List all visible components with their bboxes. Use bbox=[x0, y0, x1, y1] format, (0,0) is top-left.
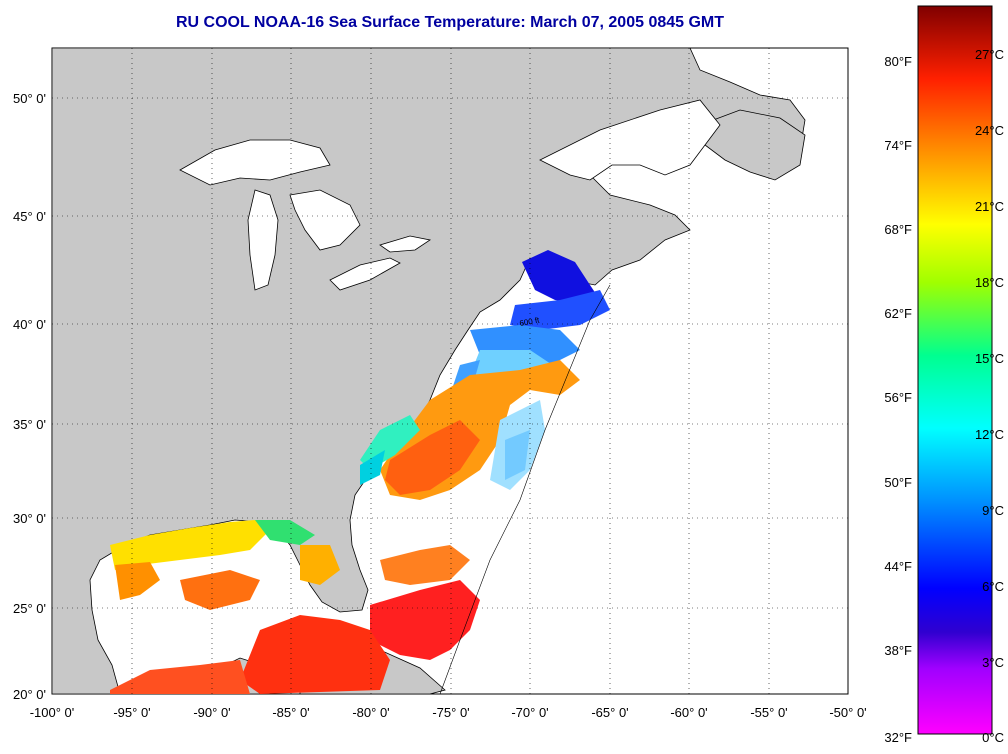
lon-tick-label: -100° 0' bbox=[30, 705, 75, 720]
lon-tick-label: -95° 0' bbox=[113, 705, 150, 720]
land-newfoundland bbox=[699, 109, 806, 181]
colorbar-c-label: 6°C bbox=[982, 579, 1004, 594]
lat-tick-label: 35° 0' bbox=[13, 417, 46, 432]
colorbar-c-label: 12°C bbox=[975, 427, 1004, 442]
lon-tick-label: -60° 0' bbox=[670, 705, 707, 720]
swath-edge bbox=[439, 284, 611, 695]
colorbar-c-labels: 27°C 24°C 21°C 18°C 15°C 12°C 9°C 6°C 3°C 0°C bbox=[975, 47, 1004, 745]
lon-tick-label: -75° 0' bbox=[432, 705, 469, 720]
colorbar-c-label: 0°C bbox=[982, 730, 1004, 745]
lake-superior bbox=[179, 139, 331, 186]
isobath-label: 600 ft bbox=[519, 315, 541, 327]
lon-tick-label: -90° 0' bbox=[193, 705, 230, 720]
lon-tick-label: -80° 0' bbox=[352, 705, 389, 720]
lon-tick-label: -55° 0' bbox=[750, 705, 787, 720]
colorbar-c-label: 18°C bbox=[975, 275, 1004, 290]
colorbar-f-label: 32°F bbox=[884, 730, 912, 745]
lon-tick-label: -85° 0' bbox=[272, 705, 309, 720]
lake-erie bbox=[329, 257, 401, 291]
lake-michigan bbox=[247, 189, 279, 291]
colorbar-f-label: 56°F bbox=[884, 390, 912, 405]
lat-tick-label: 50° 0' bbox=[13, 91, 46, 106]
lon-tick-label: -70° 0' bbox=[511, 705, 548, 720]
colorbar-f-label: 50°F bbox=[884, 475, 912, 490]
lat-axis: 50° 0' 45° 0' 40° 0' 35° 0' 30° 0' 25° 0' 20° … bbox=[13, 91, 46, 702]
lon-tick-label: -50° 0' bbox=[829, 705, 866, 720]
sst-data bbox=[110, 250, 610, 694]
colorbar-f-label: 62°F bbox=[884, 306, 912, 321]
lat-tick-label: 20° 0' bbox=[13, 687, 46, 702]
colorbar-c-label: 3°C bbox=[982, 655, 1004, 670]
colorbar-f-labels: 80°F 74°F 68°F 62°F 56°F 50°F 44°F 38°F 32°F bbox=[884, 54, 912, 745]
colorbar-f-label: 38°F bbox=[884, 643, 912, 658]
lake-ontario bbox=[379, 235, 432, 253]
lat-tick-label: 25° 0' bbox=[13, 601, 46, 616]
lat-tick-label: 30° 0' bbox=[13, 511, 46, 526]
colorbar-f-label: 74°F bbox=[884, 138, 912, 153]
lon-tick-label: -65° 0' bbox=[591, 705, 628, 720]
gulf-st-lawrence bbox=[539, 99, 721, 181]
colorbar-f-label: 68°F bbox=[884, 222, 912, 237]
lat-tick-label: 45° 0' bbox=[13, 209, 46, 224]
colorbar bbox=[917, 5, 993, 735]
lat-tick-label: 40° 0' bbox=[13, 317, 46, 332]
colorbar-c-label: 24°C bbox=[975, 123, 1004, 138]
colorbar-c-label: 15°C bbox=[975, 351, 1004, 366]
map-title: RU COOL NOAA-16 Sea Surface Temperature:… bbox=[175, 14, 725, 31]
colorbar-f-label: 80°F bbox=[884, 54, 912, 69]
colorbar-c-label: 27°C bbox=[975, 47, 1004, 62]
colorbar-c-label: 9°C bbox=[982, 503, 1004, 518]
lon-axis: -100° 0' -95° 0' -90° 0' -85° 0' -80° 0' -75°… bbox=[30, 705, 867, 720]
lake-huron bbox=[289, 189, 361, 251]
colorbar-c-label: 21°C bbox=[975, 199, 1004, 214]
colorbar-f-label: 44°F bbox=[884, 559, 912, 574]
